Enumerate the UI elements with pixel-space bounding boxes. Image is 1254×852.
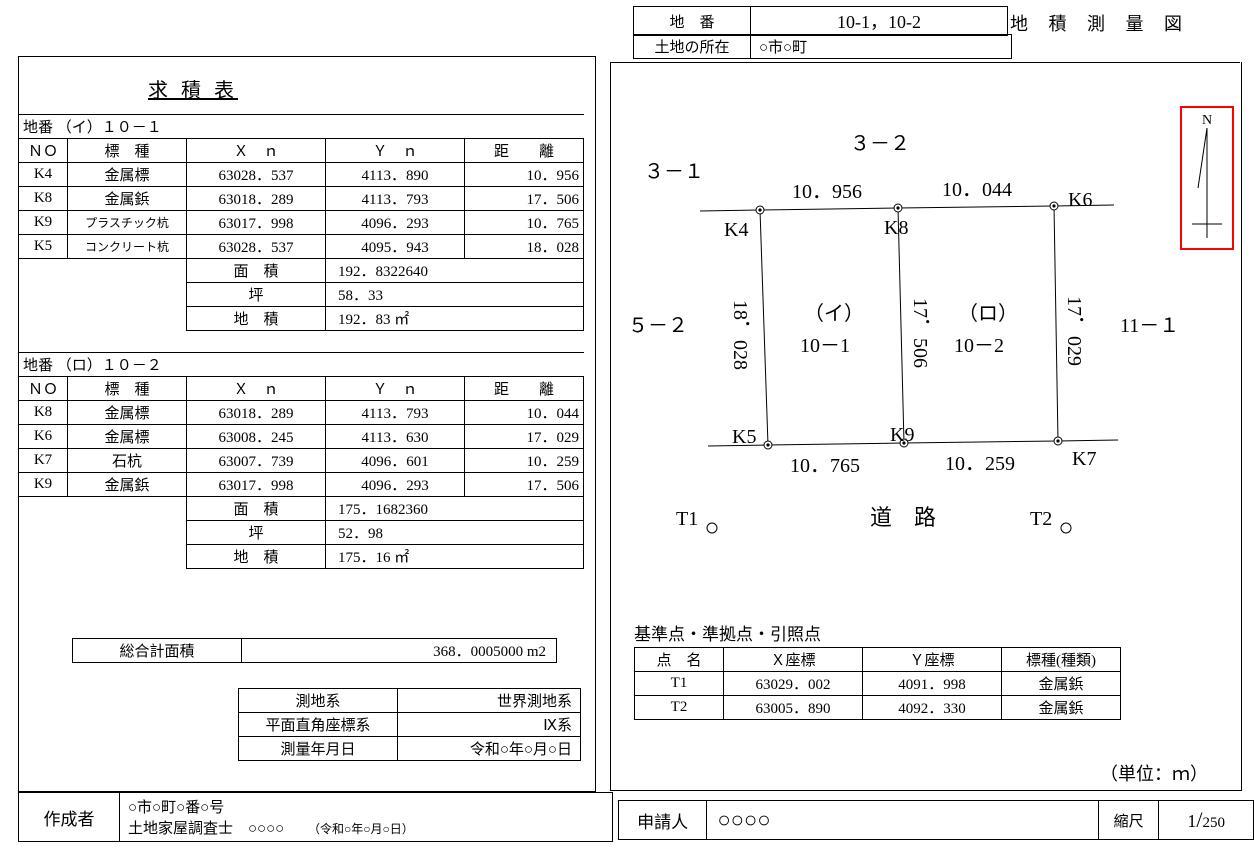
page: 地 番 10-1，10-2 地 積 測 量 図 土地の所在 ○市○町 求 積 表… <box>0 0 1254 852</box>
applicant-label: 申請人 <box>619 801 707 840</box>
table-row: K8金属鋲63018．2894113．79317．506 <box>19 187 584 211</box>
parcel-heading: 地番 （イ）１０－１ <box>19 115 584 139</box>
total-area-value: 368．0005000 m2 <box>242 639 557 663</box>
creator-label: 作成者 <box>19 793 120 842</box>
area-table-title: 求 積 表 <box>148 74 238 103</box>
table-row: K8金属標63018．2894113．79310．044 <box>19 401 584 425</box>
svg-text:N: N <box>1202 113 1212 128</box>
svg-text:３－２: ３－２ <box>850 133 910 155</box>
scale-value: 1/250 <box>1159 801 1254 840</box>
svg-text:（ロ）: （ロ） <box>958 302 1018 325</box>
table-row: K9金属鋲63017．9984096．29317．506 <box>19 473 584 497</box>
applicant-value: ○○○○ <box>707 801 1099 840</box>
parcel-heading: 地番 （ロ）１０－２ <box>19 353 584 377</box>
svg-text:17．029: 17．029 <box>1063 296 1085 366</box>
header-location: 土地の所在 ○市○町 <box>633 34 1012 59</box>
svg-text:10－2: 10－2 <box>954 335 1004 357</box>
svg-text:K8: K8 <box>884 217 908 239</box>
table-row: K5コンクリート杭63028．5374095．94318．028 <box>19 235 584 259</box>
creator-addr: ○市○町○番○号 <box>128 796 608 817</box>
header-chiban: 地 番 10-1，10-2 <box>633 6 1008 36</box>
svg-text:T1: T1 <box>676 508 698 530</box>
svg-text:K6: K6 <box>1068 189 1092 211</box>
svg-text:K5: K5 <box>732 426 756 448</box>
table-header-row: ＮＯ 標 種 Ｘ ｎ Ｙ ｎ 距 離 <box>19 377 584 401</box>
table-header-row: ＮＯ 標 種 Ｘ ｎ Ｙ ｎ 距 離 <box>19 139 584 163</box>
table-row: T163029．0024091．998金属鋲 <box>635 672 1121 696</box>
creator-cell: ○市○町○番○号 土地家屋調査士 ○○○○ （令和○年○月○日） <box>120 793 613 842</box>
svg-text:10．259: 10．259 <box>945 453 1015 475</box>
svg-text:５－２: ５－２ <box>628 315 688 337</box>
compass-north: N <box>1180 106 1234 250</box>
table-row: K4金属標63028．5374113．89010．956 <box>19 163 584 187</box>
location-label: 土地の所在 <box>634 35 751 59</box>
table-row: K7石杭63007．7394096．60110．259 <box>19 449 584 473</box>
geodesy-table: 測地系世界測地系 平面直角座標系Ⅸ系 測量年月日令和○年○月○日 <box>238 688 581 761</box>
svg-text:10．044: 10．044 <box>942 179 1012 201</box>
svg-text:K9: K9 <box>890 424 914 446</box>
chiban-label: 地 番 <box>634 7 751 36</box>
svg-text:K7: K7 <box>1072 448 1096 470</box>
svg-text:10－1: 10－1 <box>800 335 850 357</box>
svg-text:10．956: 10．956 <box>792 181 862 203</box>
total-area: 総合計面積 368．0005000 m2 <box>72 638 557 663</box>
table-row: K9プラスチック杭63017．9984096．29310．765 <box>19 211 584 235</box>
footer-right: 申請人 ○○○○ 縮尺 1/250 <box>618 800 1254 840</box>
total-area-label: 総合計面積 <box>73 639 242 663</box>
svg-text:K4: K4 <box>724 219 748 241</box>
svg-text:17．506: 17．506 <box>909 298 931 368</box>
ref-points-table: 点 名Ｘ座標Ｙ座標標種(種類) T163029．0024091．998金属鋲 T… <box>634 647 1121 720</box>
svg-text:道 路: 道 路 <box>870 505 936 530</box>
creator-name: 土地家屋調査士 ○○○○ <box>128 821 284 837</box>
svg-text:（イ）: （イ） <box>804 302 864 325</box>
svg-text:３－１: ３－１ <box>644 161 704 183</box>
svg-text:T2: T2 <box>1030 508 1052 530</box>
survey-map: K4 K8 K6 K5 K9 K7 10．956 10．044 10．765 10．259 18．0… <box>606 62 1246 622</box>
parcel-2: 地番 （ロ）１０－２ ＮＯ 標 種 Ｘ ｎ Ｙ ｎ 距 離 K8金属標63018… <box>18 352 584 569</box>
location-value: ○市○町 <box>751 35 1012 59</box>
svg-text:11－１: 11－１ <box>1120 315 1179 337</box>
creator-date: （令和○年○月○日） <box>308 822 414 836</box>
scale-label: 縮尺 <box>1098 801 1159 840</box>
unit-label: （単位：ｍ） <box>1100 760 1208 786</box>
chiban-value: 10-1，10-2 <box>751 7 1008 36</box>
table-row: K6金属標63008．2454113．63017．029 <box>19 425 584 449</box>
svg-text:18．028: 18．028 <box>729 300 751 370</box>
parcel-1: 地番 （イ）１０－１ ＮＯ 標 種 Ｘ ｎ Ｙ ｎ 距 離 K4金属標63028… <box>18 114 584 331</box>
parcel-2-table: 地番 （ロ）１０－２ ＮＯ 標 種 Ｘ ｎ Ｙ ｎ 距 離 K8金属標63018… <box>18 352 584 569</box>
table-row: T263005．8904092．330金属鋲 <box>635 696 1121 720</box>
parcel-1-table: 地番 （イ）１０－１ ＮＯ 標 種 Ｘ ｎ Ｙ ｎ 距 離 K4金属標63028… <box>18 114 584 331</box>
ref-points: 基準点・準拠点・引照点 点 名Ｘ座標Ｙ座標標種(種類) T163029．0024… <box>634 620 1121 720</box>
footer: 作成者 ○市○町○番○号 土地家屋調査士 ○○○○ （令和○年○月○日） <box>18 792 613 842</box>
ref-points-title: 基準点・準拠点・引照点 <box>634 620 1121 645</box>
svg-text:10．765: 10．765 <box>790 455 860 477</box>
doc-title: 地 積 測 量 図 <box>1010 10 1190 36</box>
